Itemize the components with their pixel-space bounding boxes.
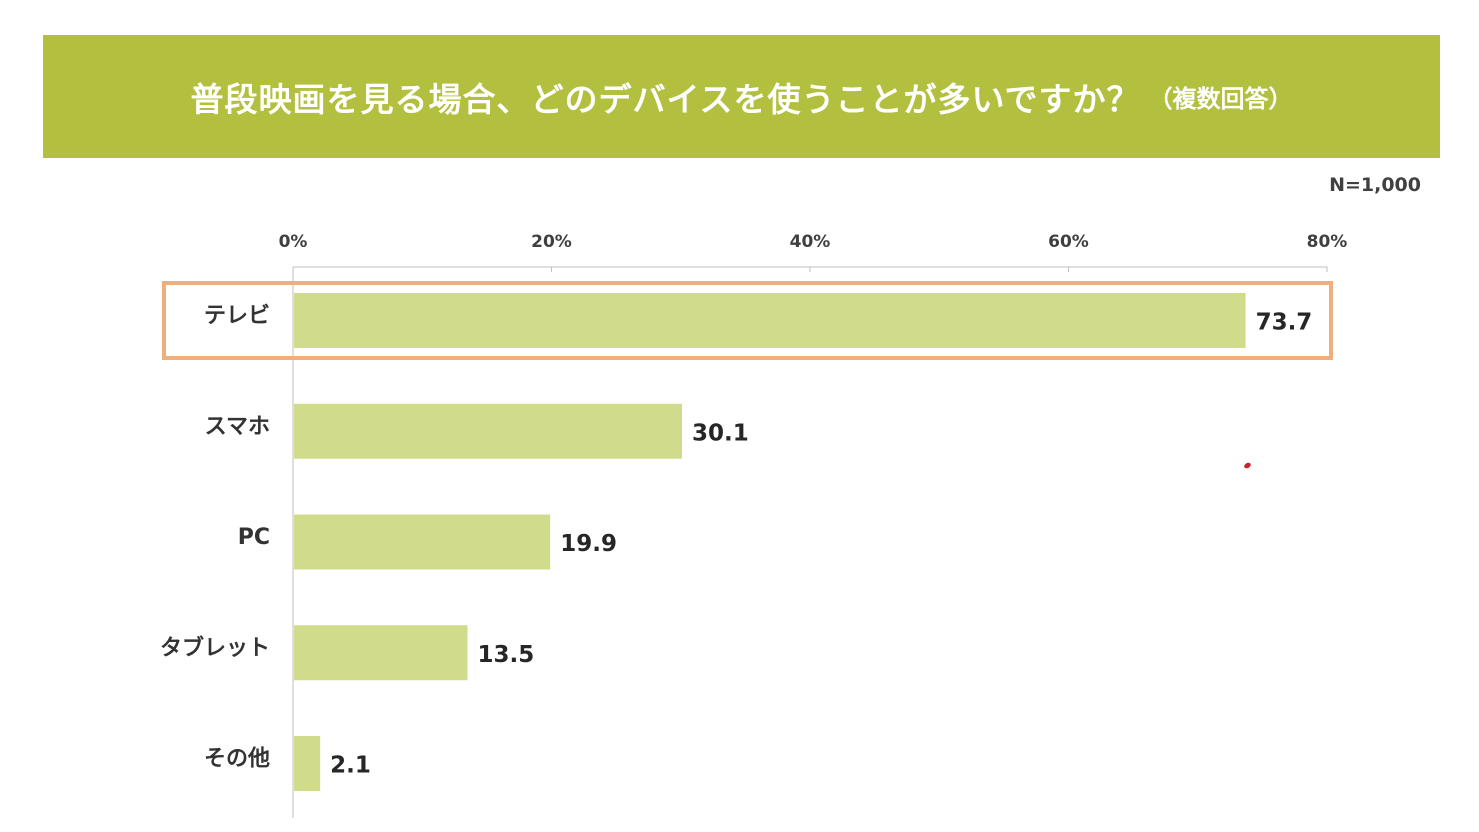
x-tick-label: 40% (790, 232, 831, 252)
x-tick-label: 20% (531, 232, 572, 252)
title-banner: 普段映画を見る場合、どのデバイスを使うことが多いですか？ （複数回答） (43, 35, 1440, 158)
data-label: 2.1 (330, 753, 371, 779)
chart-subtitle: （複数回答） (1148, 85, 1293, 113)
data-label: 13.5 (477, 642, 534, 668)
category-label: その他 (204, 747, 270, 772)
bar (294, 293, 1246, 348)
bar (294, 736, 321, 791)
sample-size-label: N=1,000 (1329, 174, 1421, 196)
data-label: 73.7 (1256, 310, 1313, 336)
x-tick-label: 80% (1307, 232, 1348, 252)
category-label: タブレット (160, 635, 270, 661)
category-label: テレビ (204, 304, 270, 329)
category-label: PC (238, 525, 270, 550)
highlight-box (162, 281, 1333, 360)
category-label: スマホ (205, 414, 270, 439)
x-tick-label: 0% (279, 232, 308, 252)
chart-title: 普段映画を見る場合、どのデバイスを使うことが多いですか？ (190, 79, 1141, 119)
data-label: 19.9 (560, 531, 617, 557)
bar (294, 514, 551, 570)
bar (294, 625, 468, 681)
bar (294, 403, 683, 459)
data-label: 30.1 (692, 420, 749, 446)
x-tick-label: 60% (1048, 232, 1089, 252)
